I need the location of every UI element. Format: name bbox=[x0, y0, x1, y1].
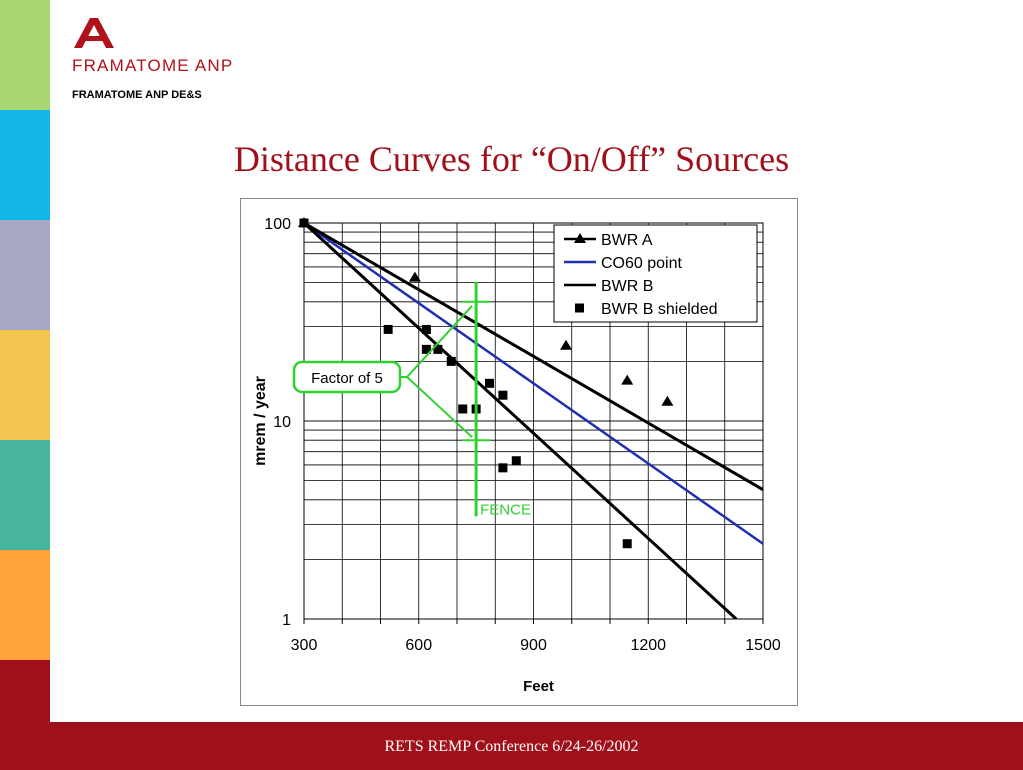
legend-swatch-bwr-b-shielded bbox=[575, 303, 584, 313]
bwr-a-marker bbox=[661, 395, 674, 406]
bwr-b-shielded-point bbox=[383, 324, 393, 334]
slide-title: Distance Curves for “On/Off” Sources bbox=[233, 139, 790, 179]
x-tick-label: 900 bbox=[520, 637, 547, 654]
bwr-b-shielded-point bbox=[299, 218, 309, 228]
bwr-b-shielded-point bbox=[421, 344, 431, 354]
series-co60-point-line bbox=[304, 223, 763, 545]
bwr-b-shielded-point bbox=[446, 356, 456, 366]
y-tick-label: 10 bbox=[273, 414, 291, 431]
stripe-yellow bbox=[0, 330, 50, 440]
bwr-b-shielded-point bbox=[433, 344, 443, 354]
stripe-lavender bbox=[0, 220, 50, 330]
series-bwr-a-line bbox=[304, 223, 763, 491]
distance-chart: 300 600 900 1200 1500 1 10 100 Feet mrem / year FE… bbox=[240, 198, 798, 706]
bwr-b-shielded-point bbox=[421, 324, 431, 334]
chart-canvas: 300 600 900 1200 1500 1 10 100 Feet mrem / year FE… bbox=[252, 216, 781, 695]
bwr-b-shielded-point bbox=[498, 390, 508, 400]
brand-name: FRAMATOME ANP bbox=[72, 56, 234, 75]
legend-swatch-triangle bbox=[574, 233, 586, 243]
x-tick-label: 600 bbox=[405, 637, 432, 654]
factor-bracket-lower bbox=[406, 376, 473, 438]
legend-label: BWR B bbox=[601, 278, 653, 295]
x-axis-title: Feet bbox=[523, 678, 554, 695]
legend-label: BWR A bbox=[601, 232, 653, 249]
stripe-green bbox=[0, 0, 50, 110]
legend-box bbox=[553, 224, 758, 323]
bwr-a-marker bbox=[621, 374, 634, 385]
y-tick-label: 100 bbox=[264, 216, 291, 233]
fence-label: FENCE bbox=[480, 501, 531, 518]
bwr-a-marker bbox=[408, 271, 421, 282]
series-bwr-b-line bbox=[304, 223, 738, 619]
framatome-logo-icon bbox=[74, 18, 114, 48]
legend-label: CO60 point bbox=[601, 255, 682, 272]
footer-text: RETS REMP Conference 6/24-26/2002 bbox=[384, 738, 639, 755]
y-tick-label: 1 bbox=[282, 612, 291, 629]
stripe-orange bbox=[0, 550, 50, 660]
footer-bar bbox=[0, 722, 1023, 770]
stripe-teal bbox=[0, 440, 50, 550]
x-tick-label: 1200 bbox=[630, 637, 666, 654]
bwr-b-shielded-point bbox=[458, 404, 468, 414]
bwr-b-shielded-point bbox=[485, 378, 495, 388]
bwr-a-marker bbox=[560, 339, 573, 350]
x-tick-label: 300 bbox=[291, 637, 318, 654]
x-tick-label: 1500 bbox=[745, 637, 781, 654]
bwr-b-shielded-point bbox=[511, 456, 521, 466]
bwr-b-shielded-point bbox=[622, 539, 632, 549]
factor-bracket-upper bbox=[406, 305, 473, 378]
factor-of-5-label: Factor of 5 bbox=[311, 370, 383, 387]
y-axis-title: mrem / year bbox=[252, 376, 269, 466]
legend-label: BWR B shielded bbox=[601, 301, 718, 318]
division-name: FRAMATOME ANP DE&S bbox=[72, 89, 202, 101]
sidebar-color-stripes bbox=[0, 0, 50, 770]
bwr-b-shielded-point bbox=[498, 463, 508, 473]
stripe-cyan bbox=[0, 110, 50, 220]
